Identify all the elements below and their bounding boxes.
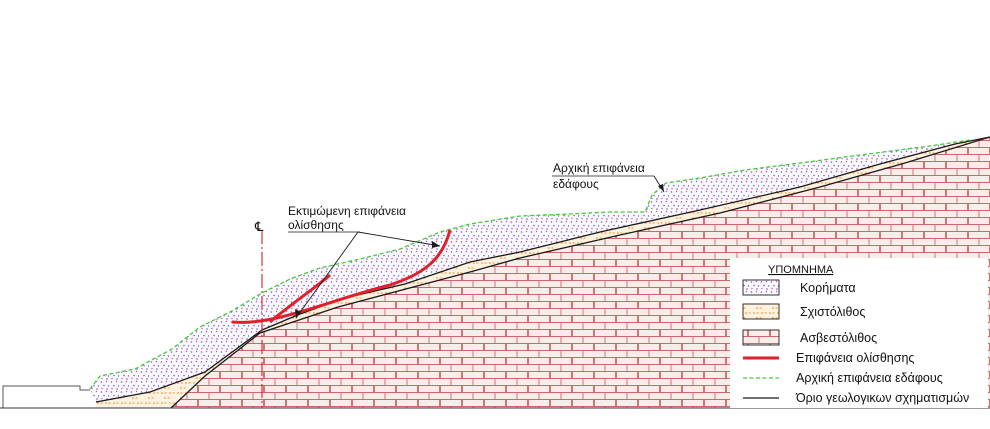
leader-slip-1 [295,231,359,319]
leader-slip-1-arrow [295,309,301,318]
legend-swatch-scree [742,279,780,296]
slip-surface-upper [269,273,331,324]
legend: ΥΠΟΜΝΗΜΑ Κορήματα Σχιστόλιθος Ασβεστόλιθ… [730,258,988,408]
centerline-symbol: ℄ [254,219,264,234]
legend-swatch-schist [742,303,780,320]
initial-surface-label-line1: Αρχική επιφάνεια [553,161,645,175]
legend-label-boundary: Όριο γεωλογικων σχηματισμών [795,391,969,405]
leader-slip-2-arrow [432,241,440,248]
boundary-line-upper [95,136,990,403]
scree-formation [90,137,990,402]
legend-label-schist: Σχιστόλιθος [800,305,865,319]
leader-initial-arrow [658,184,664,192]
legend-label-initial-ground: Αρχική επιφάνεια εδάφους [796,371,943,385]
slip-surface-lower [231,229,452,324]
slip-estimate-label-line1: Εκτιμώμενη επιφάνεια [288,204,406,218]
legend-swatch-limestone [742,329,780,346]
legend-label-slip: Επιφάνεια ολίσθησης [796,351,914,365]
legend-title: ΥΠΟΜΝΗΜΑ [768,264,834,276]
initial-surface-label-line2: εδάφους [553,177,599,191]
leader-slip-2 [357,231,441,247]
road-platform [2,385,90,408]
boundary-line-lower [170,136,990,409]
legend-label-scree: Κορήματα [800,281,856,295]
slip-estimate-label-line2: ολίσθησης [288,218,344,232]
legend-label-limestone: Ασβεστόλιθος [800,331,877,345]
